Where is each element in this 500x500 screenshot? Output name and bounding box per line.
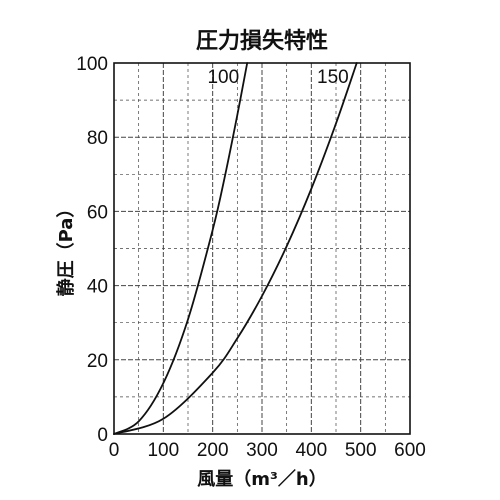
y-tick-label: 100 <box>76 54 108 75</box>
series-label-150: 150 <box>317 67 349 88</box>
y-axis-label: 静圧（Pa） <box>55 200 77 297</box>
y-tick-label: 40 <box>87 277 108 298</box>
chart-title: 圧力損失特性 <box>196 28 328 54</box>
x-tick-label: 100 <box>147 440 179 461</box>
x-tick-label: 0 <box>109 440 120 461</box>
x-tick-label: 500 <box>345 440 377 461</box>
series-line-150 <box>113 62 358 435</box>
series-labels: 100 150 <box>207 67 348 88</box>
tick-labels: 0 100 200 300 400 500 600 0 20 40 60 80 100 <box>76 54 426 461</box>
series-lines <box>113 62 358 435</box>
x-tick-label: 400 <box>295 440 327 461</box>
series-line-100 <box>113 62 249 435</box>
x-tick-label: 200 <box>197 440 229 461</box>
x-tick-label: 600 <box>394 440 426 461</box>
x-tick-label: 300 <box>246 440 278 461</box>
plot-frame <box>113 62 411 435</box>
y-tick-label: 20 <box>87 351 108 372</box>
y-tick-label: 0 <box>97 425 108 446</box>
series-label-100: 100 <box>207 67 239 88</box>
y-tick-label: 60 <box>87 202 108 223</box>
grid <box>114 63 410 434</box>
y-tick-label: 80 <box>87 128 108 149</box>
x-axis-label: 風量（m³／h） <box>197 468 326 490</box>
